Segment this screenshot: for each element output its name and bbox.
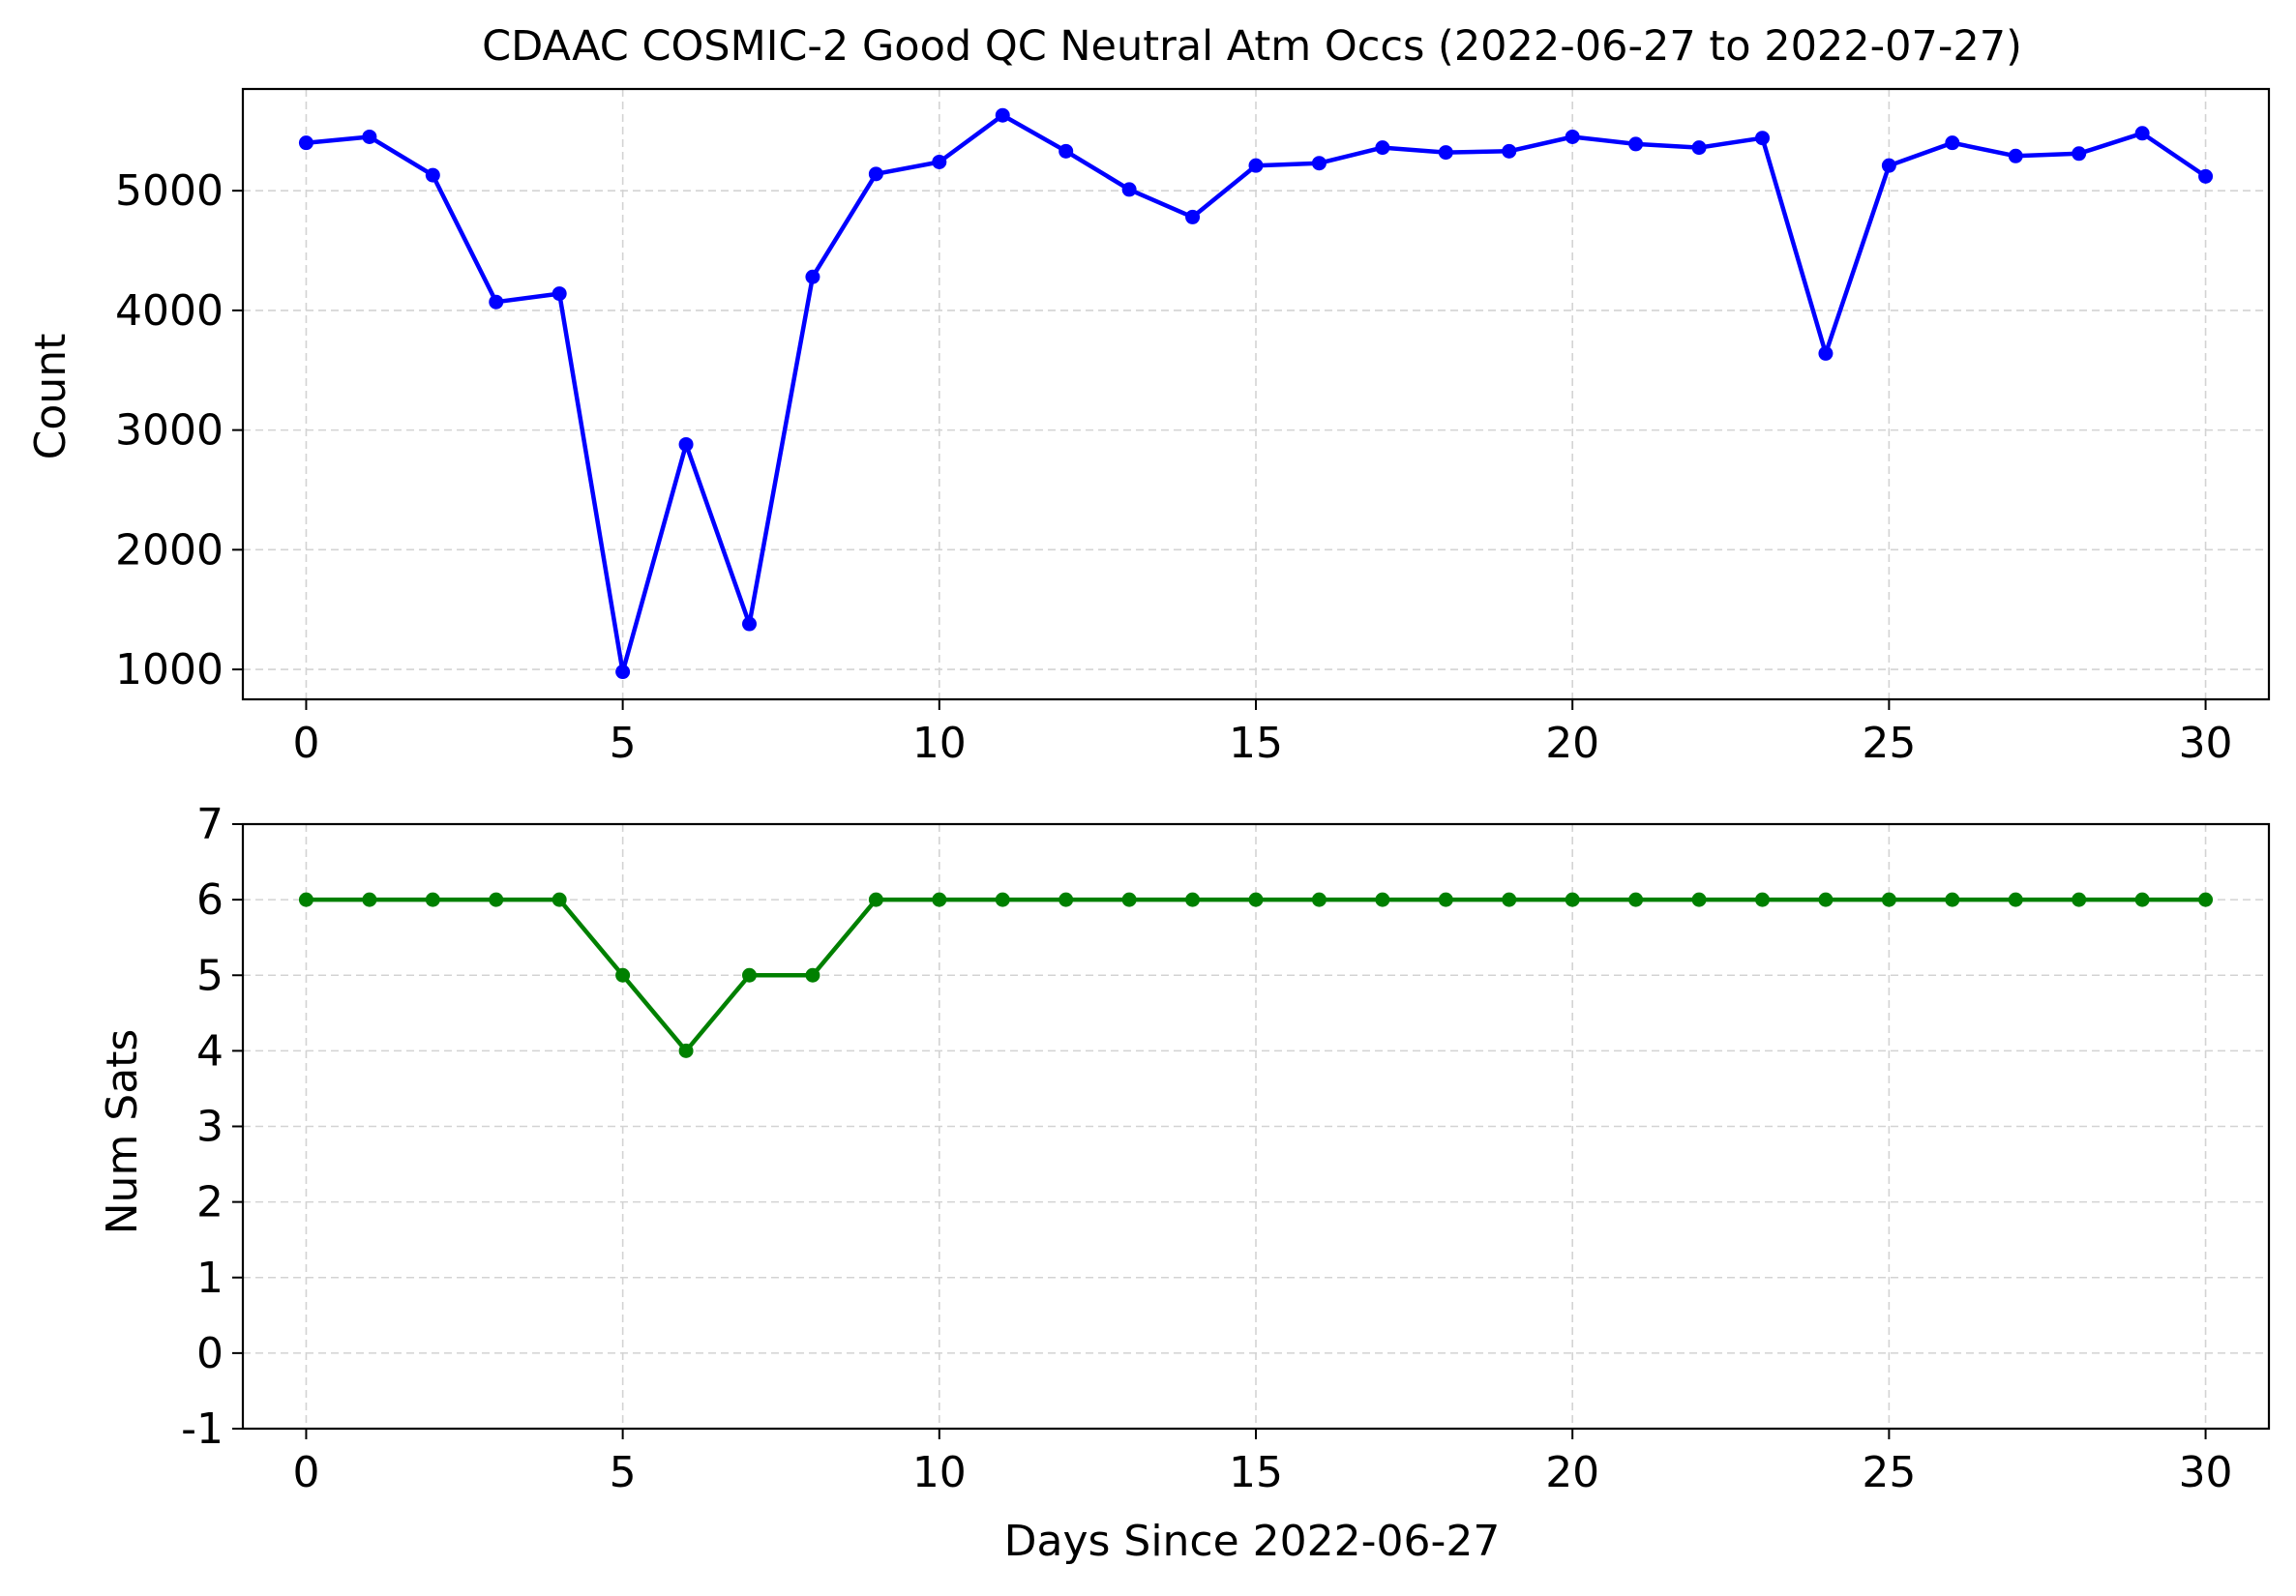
x-tick-label: 5 bbox=[610, 1448, 637, 1497]
y-axis-label-num-sats: Num Sats bbox=[98, 1029, 147, 1235]
x-tick-label: 5 bbox=[610, 719, 637, 768]
data-point-num-sats bbox=[2198, 892, 2214, 907]
data-point-count bbox=[1691, 140, 1707, 156]
data-point-count bbox=[489, 294, 504, 310]
data-point-count bbox=[742, 616, 757, 632]
data-point-count bbox=[1185, 209, 1201, 224]
data-point-count bbox=[995, 107, 1010, 123]
x-tick-label: 10 bbox=[912, 1448, 967, 1497]
data-point-num-sats bbox=[1755, 892, 1770, 907]
y-tick-label: 2000 bbox=[115, 525, 224, 575]
data-point-count bbox=[1755, 131, 1770, 146]
data-point-count bbox=[1248, 158, 1264, 173]
x-tick-label: 20 bbox=[1545, 1448, 1599, 1497]
y-tick-label: 4000 bbox=[115, 286, 224, 336]
x-tick-label: 15 bbox=[1229, 1448, 1283, 1497]
data-point-count bbox=[298, 135, 313, 151]
data-point-num-sats bbox=[1691, 892, 1707, 907]
x-tick-label: 25 bbox=[1862, 1448, 1916, 1497]
data-point-count bbox=[2198, 168, 2214, 184]
x-tick-label: 0 bbox=[292, 719, 319, 768]
data-point-count bbox=[1121, 182, 1137, 197]
data-point-count bbox=[1059, 143, 1074, 159]
x-axis-label: Days Since 2022-06-27 bbox=[1004, 1517, 1501, 1566]
data-point-num-sats bbox=[868, 892, 883, 907]
data-point-count bbox=[678, 436, 694, 452]
y-tick-label: 1000 bbox=[115, 645, 224, 695]
x-tick-label: 30 bbox=[2179, 719, 2233, 768]
chart-title: CDAAC COSMIC-2 Good QC Neutral Atm Occs … bbox=[482, 22, 2022, 71]
data-point-num-sats bbox=[298, 892, 313, 907]
x-tick-label: 25 bbox=[1862, 719, 1916, 768]
y-axis-label-count: Count bbox=[26, 334, 75, 460]
data-point-num-sats bbox=[1818, 892, 1834, 907]
y-tick-label: 2 bbox=[196, 1178, 224, 1227]
data-point-count bbox=[2134, 126, 2150, 141]
data-point-num-sats bbox=[1185, 892, 1201, 907]
x-tick-label: 20 bbox=[1545, 719, 1599, 768]
data-point-num-sats bbox=[678, 1043, 694, 1058]
data-point-count bbox=[2008, 148, 2023, 163]
x-tick-label: 0 bbox=[292, 1448, 319, 1497]
data-point-num-sats bbox=[1121, 892, 1137, 907]
data-point-count bbox=[868, 166, 883, 182]
y-tick-label: 3 bbox=[196, 1103, 224, 1152]
data-point-num-sats bbox=[552, 892, 567, 907]
y-tick-label: 4 bbox=[196, 1026, 224, 1076]
data-point-count bbox=[2072, 146, 2087, 162]
y-tick-label: 1 bbox=[196, 1254, 224, 1303]
data-point-count bbox=[1881, 158, 1896, 173]
data-point-num-sats bbox=[742, 967, 757, 983]
data-point-count bbox=[1438, 145, 1453, 161]
y-tick-label: -1 bbox=[181, 1404, 224, 1454]
x-tick-label: 15 bbox=[1229, 719, 1283, 768]
data-point-num-sats bbox=[1881, 892, 1896, 907]
data-point-num-sats bbox=[425, 892, 440, 907]
data-point-num-sats bbox=[489, 892, 504, 907]
data-point-num-sats bbox=[2072, 892, 2087, 907]
data-point-num-sats bbox=[362, 892, 377, 907]
data-point-count bbox=[1502, 143, 1517, 159]
data-point-num-sats bbox=[1438, 892, 1453, 907]
data-point-num-sats bbox=[1375, 892, 1390, 907]
x-tick-label: 30 bbox=[2179, 1448, 2233, 1497]
y-tick-label: 5000 bbox=[115, 166, 224, 216]
data-point-num-sats bbox=[1248, 892, 1264, 907]
data-point-num-sats bbox=[805, 967, 820, 983]
data-point-num-sats bbox=[1565, 892, 1580, 907]
data-point-count bbox=[615, 665, 631, 680]
data-point-num-sats bbox=[2134, 892, 2150, 907]
count-chart-panel: 0 5 10 15 20 25 30 1000 2000 3000 4000 5000 bbox=[115, 87, 2271, 768]
num-sats-chart-panel: 0 5 10 15 20 25 30 -1 0 1 2 3 4 5 6 7 bbox=[181, 800, 2271, 1497]
data-point-num-sats bbox=[1628, 892, 1644, 907]
x-tick-label: 10 bbox=[912, 719, 967, 768]
data-point-num-sats bbox=[1502, 892, 1517, 907]
data-point-num-sats bbox=[995, 892, 1010, 907]
data-point-count bbox=[425, 167, 440, 183]
data-point-num-sats bbox=[1059, 892, 1074, 907]
data-point-count bbox=[362, 129, 377, 144]
data-point-num-sats bbox=[932, 892, 947, 907]
data-point-count bbox=[1628, 136, 1644, 152]
data-point-num-sats bbox=[2008, 892, 2023, 907]
data-point-num-sats bbox=[615, 967, 631, 983]
data-point-count bbox=[1818, 345, 1834, 361]
y-tick-label: 5 bbox=[196, 951, 224, 1000]
data-point-count bbox=[1945, 135, 1960, 151]
data-point-count bbox=[552, 286, 567, 302]
data-point-num-sats bbox=[1945, 892, 1960, 907]
data-point-num-sats bbox=[1311, 892, 1327, 907]
data-point-count bbox=[932, 154, 947, 169]
y-tick-label: 0 bbox=[196, 1329, 224, 1378]
y-tick-label: 6 bbox=[196, 875, 224, 925]
data-point-count bbox=[1311, 156, 1327, 171]
data-point-count bbox=[1375, 140, 1390, 156]
data-point-count bbox=[1565, 129, 1580, 144]
y-tick-label: 7 bbox=[196, 800, 224, 849]
y-tick-label: 3000 bbox=[115, 406, 224, 456]
data-point-count bbox=[805, 269, 820, 284]
